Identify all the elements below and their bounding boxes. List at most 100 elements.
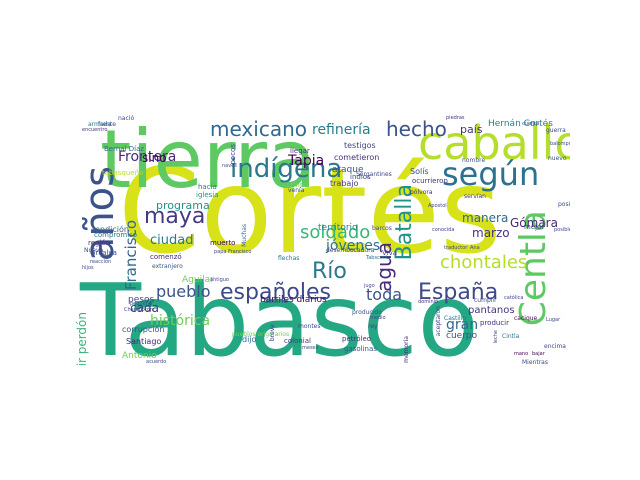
word: sino: [142, 151, 167, 165]
word: petróleo: [342, 335, 372, 343]
word: ciudad: [150, 233, 194, 248]
word: leche: [493, 330, 499, 344]
word: cada: [130, 301, 159, 315]
word: rendición: [92, 225, 129, 234]
word: Apóstol: [428, 203, 447, 209]
word: Lugar: [546, 317, 561, 323]
word: mano: [514, 351, 529, 357]
word: Río: [312, 259, 347, 284]
word: encuentro: [82, 127, 108, 133]
word: Champotón: [124, 307, 154, 313]
word-cloud: Tabasco Cortés tierra caballo años indíg…: [70, 114, 570, 365]
word: Cintla: [502, 333, 520, 340]
word: histórica: [150, 313, 211, 329]
word: España: [418, 280, 499, 305]
word: producir: [480, 319, 510, 327]
word: pocos: [229, 144, 237, 165]
word: Hernán Cortés: [488, 119, 553, 129]
word: Solís: [410, 167, 429, 176]
word: hacia: [198, 183, 217, 191]
word: conocida: [432, 227, 455, 233]
word: Cortés: [118, 142, 502, 280]
word: hijos: [82, 265, 94, 271]
word: aceptaron: [435, 306, 442, 337]
word: nombre: [462, 157, 486, 164]
word: Ana: [470, 245, 480, 251]
word: ataque: [332, 165, 364, 175]
word: tiempo: [284, 181, 309, 189]
word: corrupción: [122, 325, 165, 334]
word: Bernal Díaz: [104, 145, 145, 153]
word: Nueva: [84, 247, 104, 254]
word: indios: [350, 173, 371, 181]
word: Aguilar: [182, 275, 214, 285]
word: programa: [156, 199, 210, 212]
word: extranjero: [152, 263, 183, 270]
word: marzo: [472, 226, 510, 240]
word: gran: [446, 317, 479, 333]
word: decirle: [264, 297, 288, 305]
word: montes: [298, 323, 321, 330]
word: servían: [464, 193, 486, 200]
word: gasolinas: [344, 345, 377, 353]
word: pueblos originarios: [232, 331, 290, 338]
word: chontales: [440, 252, 528, 273]
word: rey: [368, 323, 378, 330]
word: nació: [118, 115, 135, 122]
word: posible: [558, 201, 570, 208]
word: balompié: [550, 141, 570, 147]
word: españoles: [220, 280, 331, 305]
word: Mientras: [522, 359, 548, 366]
word: armada: [88, 121, 112, 128]
word: producido: [352, 309, 382, 316]
word: cuenta: [522, 121, 540, 127]
word: pueblo: [156, 282, 211, 301]
word: toda: [366, 285, 403, 304]
word: pedir perdón: [75, 312, 89, 365]
word: cumplir: [474, 297, 497, 304]
word: indígena: [230, 154, 343, 184]
word: traductor: [444, 245, 468, 251]
word: comenzó: [150, 253, 182, 261]
word: reacción: [90, 259, 112, 265]
word: papa Francisco: [214, 249, 252, 255]
word: tabasqueño: [102, 169, 144, 177]
word: colonial: [284, 337, 311, 345]
word: posible: [554, 227, 570, 233]
word: Santiago: [126, 337, 162, 346]
word: jóvenes: [326, 238, 381, 254]
word: pequeño: [130, 301, 152, 307]
word: naves: [222, 163, 237, 169]
word: nuevo: [548, 155, 567, 162]
word: Tabasco: [80, 262, 479, 366]
word: barcos: [372, 225, 392, 232]
word: guerra: [546, 127, 566, 134]
word: llegar: [290, 147, 310, 155]
word: muerto: [210, 239, 236, 247]
word: testigos: [344, 141, 376, 150]
word: Frontera: [118, 149, 177, 165]
word: territorio: [318, 223, 358, 233]
word: según: [442, 155, 540, 193]
word: bajar: [532, 351, 545, 357]
word: refinería: [312, 122, 371, 138]
word: breve: [269, 324, 276, 342]
word: meses: [302, 345, 319, 351]
word: frente: [98, 121, 116, 128]
word: Tapia: [288, 153, 325, 169]
word: maya: [144, 204, 206, 229]
word: Grijalva: [90, 249, 117, 257]
word: encima: [544, 343, 566, 350]
word: Antonio: [122, 351, 157, 361]
word: memoria: [403, 336, 410, 363]
word: dominio: [418, 299, 439, 305]
word: hecho: [386, 117, 447, 141]
word: Viva: [382, 249, 398, 257]
word: Sergantines: [356, 171, 392, 178]
word: desembocadura: [326, 247, 375, 254]
word: católica: [504, 295, 524, 301]
word: soldado: [300, 222, 371, 243]
word: caballo: [418, 116, 570, 170]
word: medio: [370, 315, 386, 321]
word: cuerpo: [446, 331, 478, 341]
